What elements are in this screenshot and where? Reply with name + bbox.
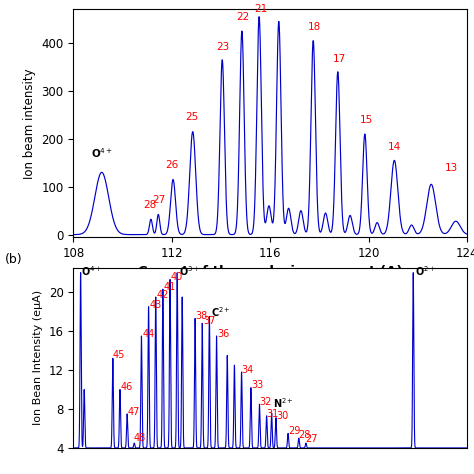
Text: 40: 40 — [171, 273, 183, 283]
Text: 43: 43 — [149, 300, 162, 310]
Text: 41: 41 — [164, 282, 176, 292]
Text: N$^{2+}$: N$^{2+}$ — [273, 396, 294, 410]
Text: 33: 33 — [251, 381, 263, 391]
Y-axis label: Ion beam intensity: Ion beam intensity — [23, 68, 36, 179]
Y-axis label: Ion Bean Intensity (eμA): Ion Bean Intensity (eμA) — [33, 290, 43, 426]
Text: 37: 37 — [203, 316, 215, 326]
Text: 17: 17 — [333, 54, 346, 64]
Text: 25: 25 — [185, 112, 199, 122]
Text: C$^{2+}$: C$^{2+}$ — [211, 306, 230, 319]
Text: 30: 30 — [277, 410, 289, 420]
Text: 44: 44 — [142, 329, 155, 339]
Text: 46: 46 — [121, 383, 133, 392]
Text: 47: 47 — [128, 407, 140, 417]
Text: 42: 42 — [156, 290, 169, 300]
Text: 26: 26 — [166, 160, 179, 170]
Text: 28: 28 — [298, 430, 310, 440]
Text: 32: 32 — [259, 397, 272, 407]
Text: 23: 23 — [216, 42, 229, 52]
Text: (b): (b) — [5, 253, 22, 266]
Text: O$^{3+}$: O$^{3+}$ — [179, 264, 200, 278]
Text: 13: 13 — [445, 164, 458, 173]
Text: O$^{4+}$: O$^{4+}$ — [91, 146, 113, 160]
Text: 38: 38 — [196, 311, 208, 321]
Text: 15: 15 — [360, 115, 373, 126]
Text: 27: 27 — [305, 434, 318, 444]
Text: O$^{4+}$: O$^{4+}$ — [81, 264, 101, 278]
Text: 48: 48 — [134, 433, 146, 443]
Text: 45: 45 — [113, 350, 125, 360]
Text: 28: 28 — [144, 200, 157, 210]
Text: 27: 27 — [152, 195, 165, 205]
Text: 18: 18 — [308, 22, 321, 33]
Text: 31: 31 — [266, 409, 279, 419]
Text: 22: 22 — [236, 12, 249, 22]
Text: O$^{2+}$: O$^{2+}$ — [415, 264, 436, 278]
Text: 34: 34 — [242, 365, 254, 375]
Text: 29: 29 — [288, 426, 301, 436]
Text: 14: 14 — [388, 142, 401, 152]
Text: 36: 36 — [217, 329, 229, 339]
Text: 21: 21 — [254, 4, 267, 14]
X-axis label: Curent of the analyzing magnet (A): Curent of the analyzing magnet (A) — [138, 265, 402, 278]
